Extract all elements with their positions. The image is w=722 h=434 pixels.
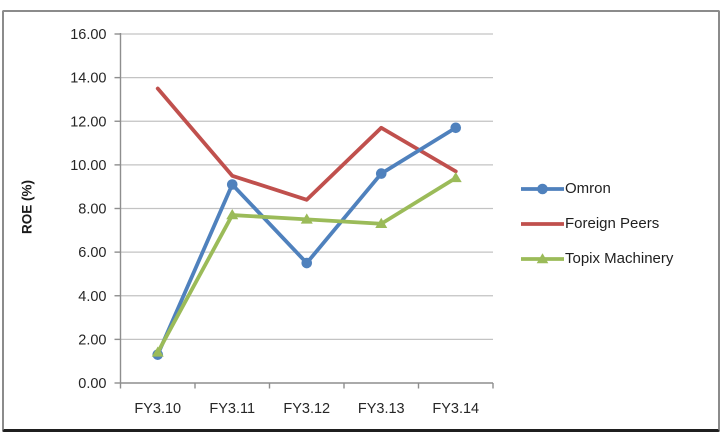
- marker-topix-machinery: [449, 171, 462, 183]
- y-tick-label: 12.00: [70, 114, 106, 130]
- y-tick-label: 14.00: [70, 71, 106, 87]
- x-tick-label: FY3.11: [209, 401, 255, 417]
- series-line-omron: [155, 125, 458, 357]
- y-tick-label: 16.00: [70, 27, 106, 43]
- marker-topix-machinery: [300, 213, 313, 224]
- legend-key-foreign-peers: [521, 221, 564, 226]
- legend-item-topix-machinery: Topix Machinery: [520, 241, 673, 276]
- y-tick-label: 2.00: [78, 332, 106, 348]
- legend: Omron Foreign Peers Topix Machinery: [520, 171, 673, 276]
- x-tick-label: FY3.13: [358, 401, 405, 417]
- marker-omron: [375, 168, 387, 179]
- y-tick-label: 8.00: [78, 202, 106, 218]
- marker-topix-machinery: [226, 209, 239, 220]
- x-tick-label: FY3.10: [134, 401, 181, 417]
- y-tick-label: 0.00: [78, 376, 106, 392]
- legend-label-omron: Omron: [565, 180, 611, 197]
- marker-omron: [301, 257, 313, 269]
- marker-topix-machinery: [375, 217, 388, 228]
- x-tick-label: FY3.14: [432, 401, 479, 417]
- marker-omron: [226, 179, 238, 190]
- legend-key-omron: [521, 183, 564, 194]
- legend-key-topix-machinery: [521, 252, 564, 263]
- legend-label-topix-machinery: Topix Machinery: [565, 250, 674, 267]
- legend-label-foreign-peers: Foreign Peers: [565, 215, 660, 232]
- y-tick-label: 4.00: [78, 289, 106, 305]
- series-line-foreign-peers: [155, 86, 458, 202]
- legend-item-omron: Omron: [520, 171, 673, 206]
- marker-omron: [450, 122, 462, 134]
- y-tick-label: 6.00: [78, 245, 106, 261]
- marker-topix-machinery: [151, 346, 164, 357]
- x-tick-label: FY3.12: [283, 401, 330, 417]
- y-tick-label: 10.00: [70, 158, 106, 174]
- legend-item-foreign-peers: Foreign Peers: [520, 206, 673, 241]
- y-axis-title: ROE (%): [19, 180, 35, 234]
